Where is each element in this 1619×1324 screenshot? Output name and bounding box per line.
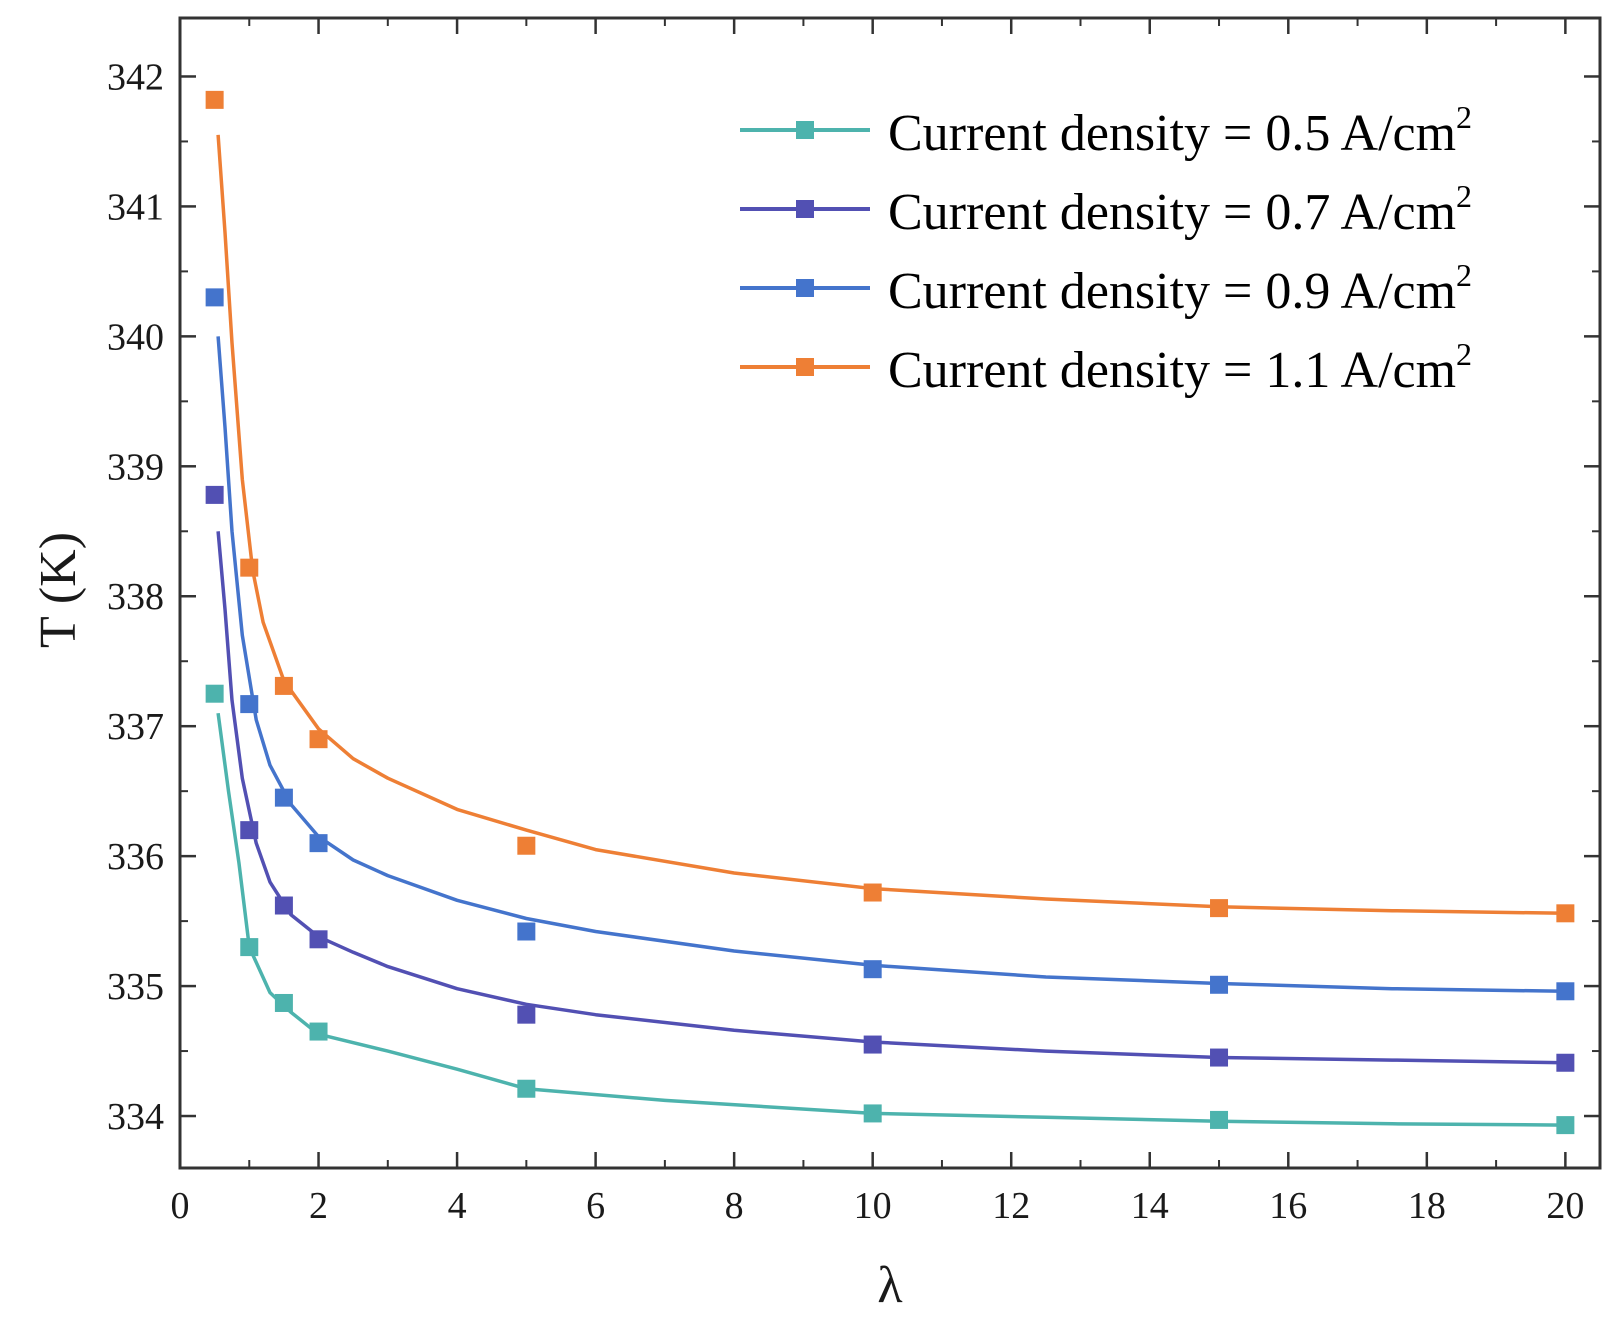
legend-item: Current density = 1.1 A/cm2 (740, 336, 1472, 399)
x-axis: 0 2 4 6 8 10 12 14 16 18 20 (171, 18, 1584, 1227)
legend-marker (796, 358, 814, 376)
x-tick-label: 10 (854, 1185, 892, 1227)
data-point (1210, 1048, 1229, 1067)
data-point (863, 883, 882, 902)
x-tick-label: 18 (1408, 1185, 1446, 1227)
legend-label: Current density = 0.5 A/cm2 (888, 99, 1472, 162)
y-tick-label: 334 (107, 1096, 164, 1138)
data-point (517, 922, 536, 941)
data-point (1556, 1116, 1575, 1135)
data-point (205, 90, 224, 109)
y-tick-label: 341 (107, 186, 164, 228)
data-point (517, 1005, 536, 1024)
x-tick-label: 2 (309, 1185, 328, 1227)
x-tick-label: 0 (171, 1185, 190, 1227)
legend-label: Current density = 0.9 A/cm2 (888, 257, 1472, 320)
legend-item: Current density = 0.9 A/cm2 (740, 257, 1472, 320)
data-point (274, 993, 293, 1012)
series-line (216, 336, 1566, 994)
data-point (863, 960, 882, 979)
legend-label-text: Current density = 0.9 A/cm (888, 263, 1456, 320)
data-point (863, 1035, 882, 1054)
x-tick-label: 14 (1131, 1185, 1169, 1227)
data-point (1210, 975, 1229, 994)
legend-marker (796, 121, 814, 139)
series (205, 485, 1575, 1072)
data-point (863, 1104, 882, 1123)
data-point (240, 938, 259, 957)
data-point (517, 836, 536, 855)
data-point (274, 676, 293, 695)
series (205, 288, 1575, 1001)
legend-label-text: Current density = 0.5 A/cm (888, 105, 1456, 162)
data-point (240, 695, 259, 714)
legend-label: Current density = 0.7 A/cm2 (888, 178, 1472, 241)
x-tick-label: 4 (448, 1185, 467, 1227)
legend-label-text: Current density = 1.1 A/cm (888, 342, 1456, 399)
legend: Current density = 0.5 A/cm2 Current dens… (740, 99, 1472, 399)
data-point (1210, 1110, 1229, 1129)
data-point (205, 485, 224, 504)
legend-marker (796, 279, 814, 297)
data-point (274, 788, 293, 807)
y-axis: 334 335 336 337 338 339 340 341 342 (107, 56, 1600, 1138)
data-point (1556, 1053, 1575, 1072)
x-tick-label: 20 (1546, 1185, 1584, 1227)
legend-marker (796, 200, 814, 218)
data-point (1556, 982, 1575, 1001)
data-point (309, 930, 328, 949)
data-point (517, 1079, 536, 1098)
legend-label: Current density = 1.1 A/cm2 (888, 336, 1472, 399)
series (205, 90, 1575, 923)
data-point (205, 288, 224, 307)
y-tick-label: 337 (107, 706, 164, 748)
legend-superscript: 2 (1456, 257, 1472, 293)
data-point (274, 896, 293, 915)
series-line (216, 712, 1566, 1127)
x-tick-label: 16 (1269, 1185, 1307, 1227)
y-tick-label: 340 (107, 316, 164, 358)
x-tick-label: 6 (586, 1185, 605, 1227)
data-point (1556, 904, 1575, 923)
x-tick-label: 8 (725, 1185, 744, 1227)
data-point (309, 834, 328, 853)
data-point (240, 821, 259, 840)
data-point (1210, 899, 1229, 918)
series (205, 684, 1575, 1135)
legend-label-text: Current density = 0.7 A/cm (888, 184, 1456, 241)
legend-superscript: 2 (1456, 336, 1472, 372)
y-tick-label: 338 (107, 576, 164, 618)
legend-superscript: 2 (1456, 178, 1472, 214)
series-line (216, 134, 1566, 916)
series-layer (205, 90, 1575, 1135)
y-tick-label: 339 (107, 446, 164, 488)
y-tick-label: 336 (107, 836, 164, 878)
series-line (216, 531, 1566, 1065)
x-axis-label: λ (877, 1257, 902, 1314)
y-tick-label: 335 (107, 966, 164, 1008)
data-point (309, 730, 328, 749)
legend-item: Current density = 0.5 A/cm2 (740, 99, 1472, 162)
y-tick-label: 342 (107, 56, 164, 98)
legend-item: Current density = 0.7 A/cm2 (740, 178, 1472, 241)
data-point (240, 558, 259, 577)
data-point (309, 1022, 328, 1041)
legend-superscript: 2 (1456, 99, 1472, 135)
x-tick-label: 12 (992, 1185, 1030, 1227)
y-axis-label: T (K) (30, 532, 87, 648)
data-point (205, 684, 224, 703)
